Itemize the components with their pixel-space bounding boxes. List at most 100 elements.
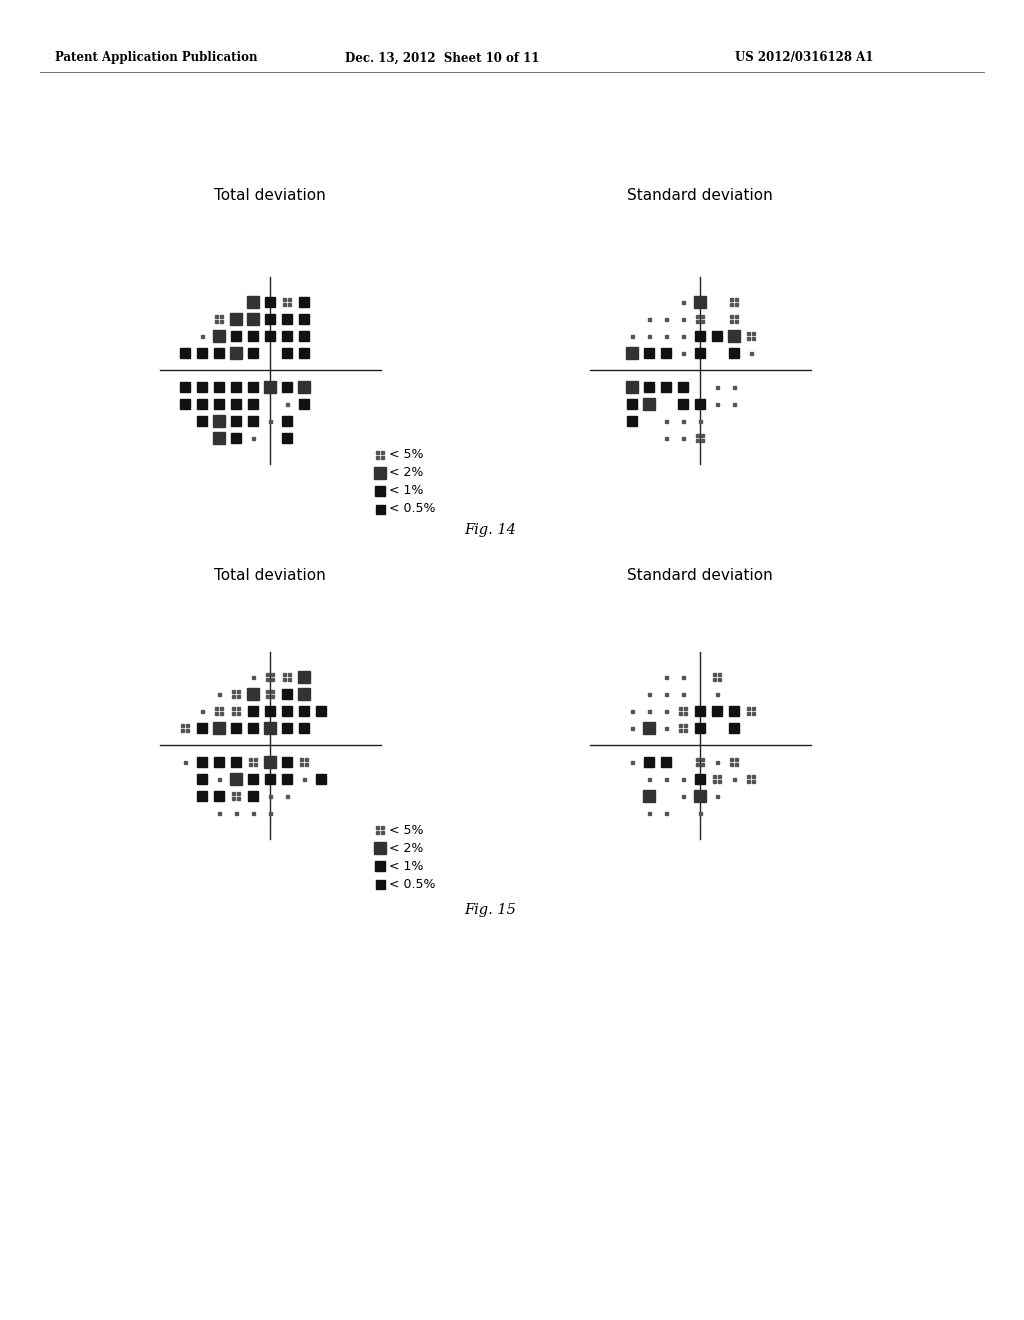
Bar (214, 756, 224, 767)
Bar (250, 421, 253, 424)
Bar (697, 337, 699, 339)
Bar (382, 866, 385, 869)
Bar (380, 869, 382, 871)
Bar (234, 355, 238, 359)
Bar (187, 354, 189, 355)
Text: Fig. 15: Fig. 15 (464, 903, 516, 917)
Bar (378, 846, 382, 850)
Bar (696, 758, 698, 760)
Bar (239, 781, 242, 785)
Bar (647, 777, 650, 780)
Bar (236, 436, 239, 438)
Bar (665, 334, 668, 338)
Bar (200, 776, 202, 779)
Bar (299, 337, 301, 339)
Bar (304, 354, 306, 355)
Bar (630, 389, 634, 393)
Bar (634, 407, 637, 409)
Bar (732, 338, 736, 342)
Bar (377, 863, 380, 866)
Bar (234, 317, 238, 321)
Bar (678, 381, 688, 392)
Bar (202, 775, 204, 776)
Bar (306, 680, 310, 682)
Bar (234, 313, 238, 317)
Bar (247, 696, 251, 700)
Bar (272, 756, 275, 760)
Bar (735, 298, 737, 301)
Bar (282, 433, 292, 444)
Bar (695, 334, 697, 337)
Bar (698, 812, 701, 814)
Bar (249, 758, 252, 760)
Bar (205, 726, 207, 729)
Bar (381, 451, 384, 454)
Bar (651, 403, 654, 405)
Bar (299, 354, 301, 355)
Bar (197, 416, 207, 426)
Bar (255, 692, 259, 696)
Bar (644, 760, 646, 762)
Bar (698, 304, 701, 308)
Bar (268, 722, 271, 726)
Bar (217, 416, 221, 418)
Bar (182, 351, 184, 354)
Bar (321, 781, 324, 784)
Bar (234, 777, 238, 781)
Bar (221, 440, 225, 444)
Bar (182, 385, 184, 387)
Bar (236, 339, 239, 341)
Bar (324, 781, 326, 784)
Bar (239, 438, 241, 441)
Bar (315, 706, 318, 709)
Bar (380, 866, 382, 869)
Bar (696, 315, 698, 318)
Bar (376, 832, 379, 834)
Bar (200, 781, 202, 784)
Bar (315, 709, 318, 711)
Bar (200, 729, 202, 731)
Bar (217, 436, 221, 440)
Bar (376, 451, 379, 454)
Bar (282, 694, 285, 697)
Bar (730, 304, 733, 306)
Bar (701, 434, 703, 437)
Bar (287, 317, 289, 319)
Bar (217, 432, 221, 436)
Bar (382, 842, 386, 846)
Bar (239, 339, 241, 341)
Bar (321, 776, 324, 779)
Bar (748, 333, 750, 335)
Bar (217, 440, 221, 444)
Bar (695, 774, 705, 784)
Bar (702, 334, 705, 337)
Bar (239, 313, 242, 317)
Bar (631, 710, 634, 713)
Bar (647, 399, 651, 401)
Bar (382, 862, 385, 863)
Text: Fig. 14: Fig. 14 (464, 523, 516, 537)
Bar (230, 347, 233, 351)
Bar (647, 722, 651, 726)
Bar (318, 776, 321, 779)
Bar (644, 381, 654, 392)
Bar (234, 347, 238, 351)
Bar (315, 776, 318, 779)
Bar (647, 693, 650, 696)
Bar (234, 812, 238, 814)
Bar (631, 726, 634, 730)
Bar (205, 758, 207, 760)
Bar (665, 710, 668, 713)
Bar (684, 729, 687, 731)
Bar (651, 399, 654, 401)
Bar (187, 387, 189, 389)
Bar (266, 673, 268, 676)
Bar (231, 723, 241, 733)
Bar (220, 321, 222, 322)
Bar (205, 763, 207, 764)
Bar (698, 420, 701, 422)
Text: Total deviation: Total deviation (214, 187, 326, 202)
Bar (282, 774, 292, 784)
Bar (696, 440, 698, 442)
Bar (180, 348, 182, 351)
